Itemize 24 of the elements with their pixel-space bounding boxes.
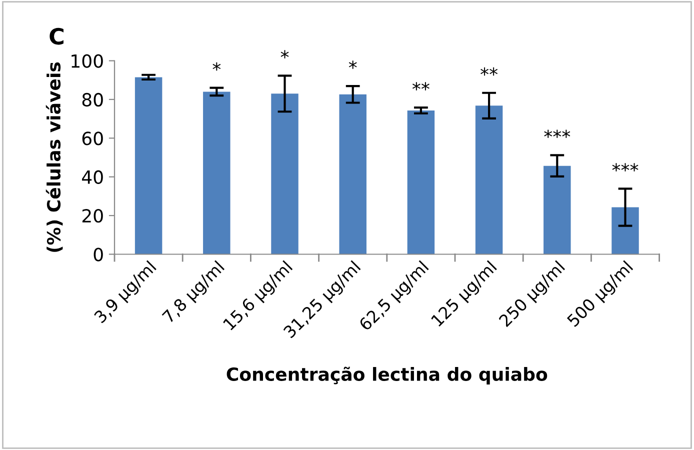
text: C — [50, 28, 64, 45]
y-tick-label: 80 — [82, 92, 103, 107]
y-axis-title: (%) Células viáveis — [46, 62, 63, 252]
annotation: ** — [412, 82, 430, 90]
bar — [134, 77, 162, 254]
bar — [339, 94, 366, 254]
annotation: * — [348, 60, 357, 69]
y-tick-label: 60 — [82, 132, 103, 146]
bar — [544, 166, 571, 254]
annotation: *** — [544, 130, 570, 138]
y-tick-label: 40 — [82, 170, 103, 184]
bar — [475, 106, 503, 254]
bar — [203, 92, 230, 254]
y-tick-label: 0 — [94, 248, 103, 262]
y-tick-label: 100 — [72, 54, 103, 68]
annotation: *** — [612, 163, 638, 172]
annotation: * — [212, 62, 221, 71]
annotation: ** — [480, 67, 498, 76]
bar — [612, 207, 639, 254]
bar — [407, 110, 435, 254]
x-axis-title: Concentração lectina do quiabo — [226, 366, 548, 385]
y-tick-label: 20 — [82, 209, 103, 223]
text: * — [280, 50, 289, 58]
bar — [271, 94, 298, 254]
